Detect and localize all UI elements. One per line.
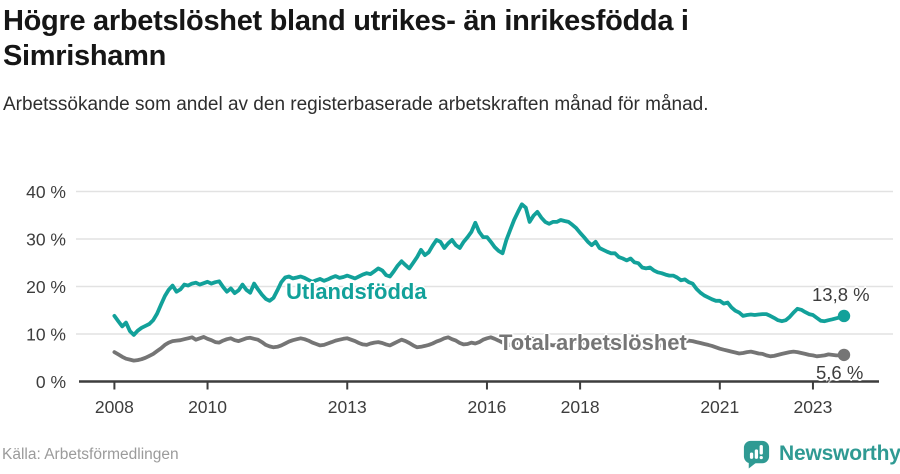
- brand-name: Newsworthy: [779, 441, 900, 465]
- brand-lockup: Newsworthy: [741, 438, 900, 469]
- y-tick-label: 30 %: [26, 230, 66, 250]
- series-line-total-arbetsl-shet: [112, 334, 846, 363]
- x-tick-label: 2008: [95, 397, 134, 417]
- series-label-utlandsfodda: Utlandsfödda: [286, 279, 427, 304]
- y-tick-label: 40 %: [26, 182, 66, 202]
- newsworthy-logo-icon: [743, 440, 770, 469]
- page-title: Högre arbetslöshet bland utrikes- än inr…: [3, 5, 689, 73]
- end-value-label-utlandsfodda: 13,8 %: [812, 284, 870, 305]
- x-tick-label: 2013: [328, 397, 367, 417]
- y-tick-label: 0 %: [36, 372, 66, 392]
- x-tick-label: 2016: [467, 397, 506, 417]
- series-end-dot: [837, 309, 851, 323]
- page-subtitle: Arbetssökande som andel av den registerb…: [3, 94, 709, 115]
- source-note: Källa: Arbetsförmedlingen: [2, 446, 179, 463]
- x-tick-label: 2010: [188, 397, 227, 417]
- y-tick-label: 20 %: [26, 277, 66, 297]
- y-tick-label: 10 %: [26, 325, 66, 345]
- series-line-utlandsf-dda: [112, 202, 846, 337]
- series-end-dot: [837, 348, 851, 362]
- x-tick-label: 2018: [561, 397, 600, 417]
- x-tick-label: 2023: [793, 397, 832, 417]
- end-value-label-total: 5,6 %: [816, 362, 864, 383]
- x-tick-label: 2021: [700, 397, 739, 417]
- series-label-total: Total arbetslöshet: [499, 330, 687, 355]
